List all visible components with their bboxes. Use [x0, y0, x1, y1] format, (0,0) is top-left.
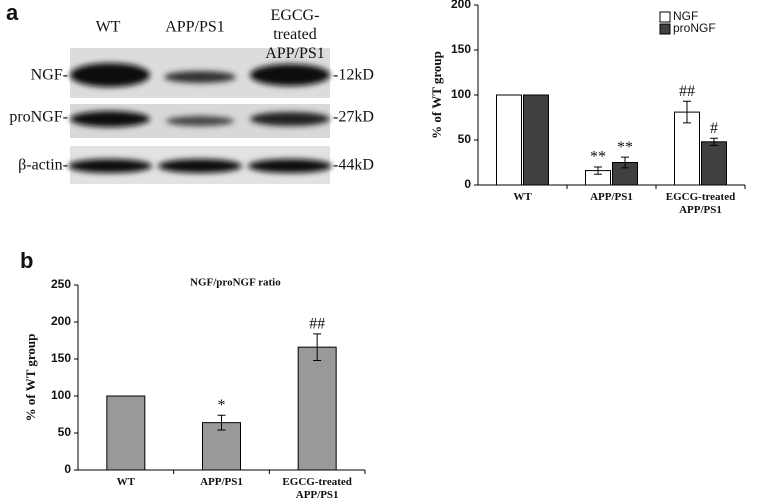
row-label: β-actin- — [18, 157, 68, 174]
band — [248, 159, 332, 173]
size-label: -44kD — [333, 157, 374, 174]
y-tick-label: 150 — [51, 351, 71, 365]
significance-label: ## — [309, 316, 325, 333]
x-tick-label: APP/PS1 — [590, 191, 633, 203]
bar — [297, 346, 337, 471]
x-tick-label: WT — [513, 191, 532, 203]
y-axis-label: % of WT group — [23, 334, 38, 422]
significance-label: * — [218, 397, 226, 414]
y-tick-label: 0 — [64, 462, 71, 476]
y-tick-label: 50 — [58, 425, 72, 439]
bar — [106, 395, 146, 471]
x-tick-label: APP/PS1 — [200, 476, 243, 488]
western-blot — [68, 48, 332, 184]
x-tick-label: EGCG-treated APP/PS1 — [665, 191, 736, 216]
y-tick-label: 200 — [51, 314, 71, 328]
bar — [523, 94, 549, 186]
lane-label: EGCG-treated APP/PS1 — [265, 7, 325, 62]
bar — [701, 141, 727, 186]
y-tick-label: 250 — [51, 277, 71, 291]
x-tick-label: EGCG-treated APP/PS1 — [282, 476, 352, 501]
row-label: NGF- — [31, 67, 68, 84]
chart-title: NGF/proNGF ratio — [190, 277, 281, 289]
band — [250, 112, 330, 126]
legend-label: NGF — [673, 9, 698, 23]
y-tick-label: 200 — [451, 0, 471, 11]
significance-label: # — [710, 120, 718, 137]
band — [70, 63, 150, 87]
legend-label: proNGF — [673, 21, 716, 35]
y-axis-label: % of WT group — [429, 51, 444, 139]
lane-label: APP/PS1 — [165, 19, 225, 36]
band — [70, 111, 150, 127]
legend-swatch — [659, 23, 671, 35]
y-tick-label: 0 — [464, 177, 471, 191]
error-bar — [621, 156, 629, 169]
significance-label: ## — [679, 83, 695, 100]
panel-label: b — [20, 248, 33, 273]
size-label: -27kD — [333, 109, 374, 126]
error-bar — [710, 137, 718, 146]
y-tick-label: 100 — [451, 87, 471, 101]
band — [250, 64, 330, 86]
lane-label: WT — [96, 19, 121, 36]
band — [164, 71, 236, 83]
error-bar — [594, 166, 602, 175]
error-bar — [217, 414, 226, 431]
y-tick-label: 50 — [458, 132, 472, 146]
legend-swatch — [659, 11, 671, 23]
x-tick-label: WT — [116, 476, 135, 488]
band — [68, 159, 152, 173]
y-tick-label: 100 — [51, 388, 71, 402]
y-tick-label: 150 — [451, 42, 471, 56]
significance-label: ** — [617, 139, 633, 156]
error-bar — [313, 333, 322, 361]
size-label: -12kD — [333, 67, 374, 84]
band — [166, 116, 234, 126]
band — [158, 159, 242, 173]
significance-label: ** — [590, 149, 606, 166]
bar — [496, 94, 522, 186]
row-label: proNGF- — [9, 109, 68, 126]
panel-label: a — [6, 0, 19, 25]
error-bar — [683, 100, 691, 124]
